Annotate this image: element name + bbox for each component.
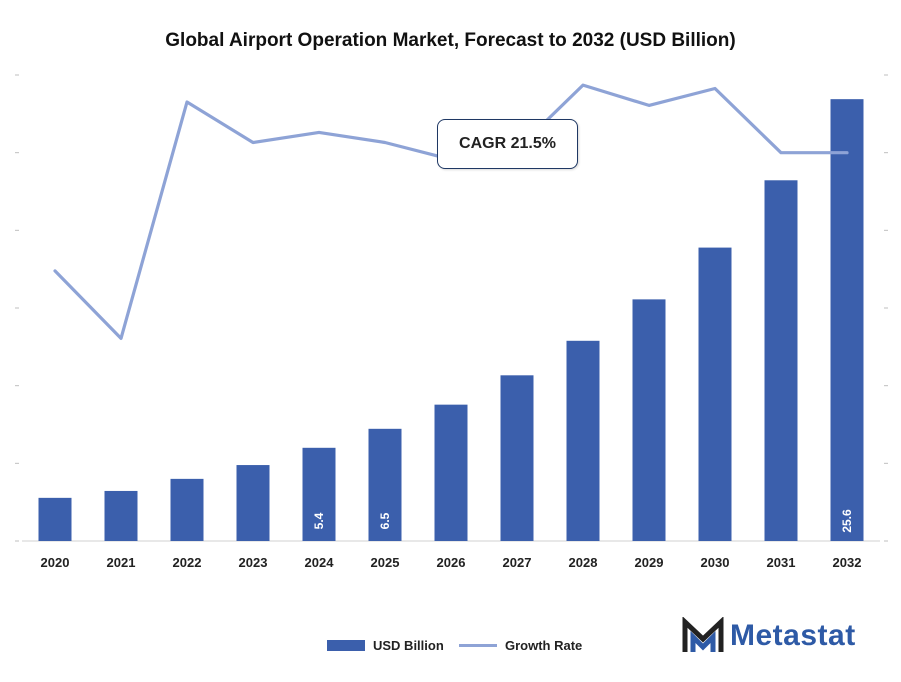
chart-title: Global Airport Operation Market, Forecas…	[165, 30, 736, 51]
bar-label-2032: 25.6	[840, 509, 854, 533]
x-tick-2026: 2026	[437, 555, 466, 570]
x-tick-2022: 2022	[173, 555, 202, 570]
bar-label-2025: 6.5	[378, 512, 392, 529]
bar-2028	[566, 340, 600, 541]
bar-2031	[764, 180, 798, 541]
bar-label-2024: 5.4	[312, 512, 326, 529]
x-tick-2023: 2023	[239, 555, 268, 570]
bar-2027	[500, 375, 534, 541]
legend-item-line: Growth Rate	[459, 638, 582, 653]
x-tick-2020: 2020	[41, 555, 70, 570]
metastat-m-icon	[682, 617, 724, 652]
logo-text: Metastat	[730, 619, 856, 652]
x-tick-2024: 2024	[305, 555, 335, 570]
labels-layer: 2020 2021 2022 2023 5.4 2024 6.5 2025 2026 2027 20…	[41, 509, 862, 570]
bar-2022	[170, 478, 204, 541]
x-tick-2029: 2029	[635, 555, 664, 570]
legend-swatch-bar	[327, 640, 365, 651]
bars-layer	[38, 99, 864, 541]
bar-2020	[38, 497, 72, 541]
bar-2025	[368, 428, 402, 541]
cagr-annotation: CAGR 21.5%	[437, 119, 578, 169]
bar-2030	[698, 247, 732, 541]
x-tick-2031: 2031	[767, 555, 796, 570]
bar-2021	[104, 490, 138, 541]
bar-2029	[632, 299, 666, 541]
logo: Metastat	[682, 617, 856, 655]
legend-swatch-line	[459, 644, 497, 647]
x-tick-2027: 2027	[503, 555, 532, 570]
legend-item-bar: USD Billion	[327, 638, 444, 653]
bar-2032	[830, 99, 864, 541]
x-tick-2028: 2028	[569, 555, 598, 570]
x-tick-2032: 2032	[833, 555, 862, 570]
x-tick-2025: 2025	[371, 555, 400, 570]
x-tick-2030: 2030	[701, 555, 730, 570]
x-tick-2021: 2021	[107, 555, 136, 570]
bar-2023	[236, 465, 270, 541]
legend-label-line: Growth Rate	[505, 638, 583, 653]
legend-label-bar: USD Billion	[373, 638, 444, 653]
bar-2026	[434, 404, 468, 541]
bar-2024	[302, 447, 336, 541]
